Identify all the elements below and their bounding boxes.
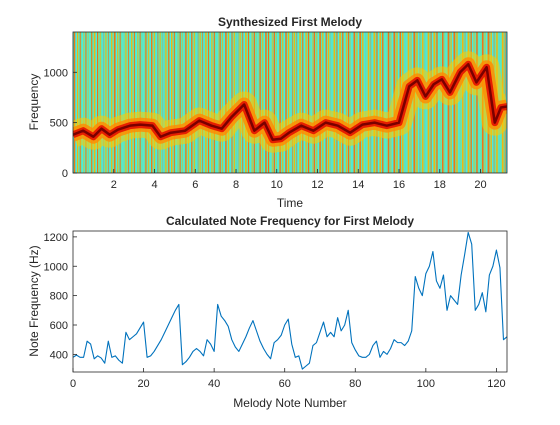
spectrogram-x-tick-label: 8 (233, 179, 239, 191)
spectrogram-x-tick-label: 10 (271, 179, 283, 191)
spectrogram-title: Synthesized First Melody (218, 15, 362, 29)
spectrogram-x-tick-label: 6 (192, 179, 198, 191)
spectrogram-y-tick-label: 500 (50, 118, 68, 130)
spectrogram-x-tick-label: 20 (474, 179, 486, 191)
spectrogram-panel: 2 4 6 8 10 12 14 16 18 20 0 500 1000 Synthesized Fi… (27, 15, 508, 210)
line-chart-x-tick-label: 0 (70, 378, 76, 390)
spectrogram-x-tick-label: 12 (311, 179, 323, 191)
line-chart-x-tick-label: 100 (417, 378, 435, 390)
spectrogram-x-tick-label: 18 (434, 179, 446, 191)
line-chart-x-tick-label: 20 (137, 378, 149, 390)
line-chart-axes-box (72, 230, 508, 373)
line-chart-x-label: Melody Note Number (233, 396, 346, 410)
line-chart-y-tick-label: 600 (50, 320, 68, 332)
spectrogram-x-tick-label: 14 (352, 179, 364, 191)
note-frequency-panel: 0 20 40 60 80 100 120 400 600 800 1000 1200 Calcul… (27, 214, 508, 410)
line-chart-y-tick-label: 400 (50, 349, 68, 361)
line-chart-x-tick-label: 80 (349, 378, 361, 390)
frequency-ridge (73, 51, 507, 153)
spectrogram-y-tick-label: 1000 (44, 67, 68, 79)
line-chart-title: Calculated Note Frequency for First Melo… (166, 214, 414, 228)
note-frequency-line (73, 231, 507, 370)
line-chart-y-tick-label: 1000 (44, 261, 68, 273)
spectrogram-x-tick-label: 4 (151, 179, 157, 191)
line-chart-y-tick-label: 800 (50, 291, 68, 303)
spectrogram-x-label: Time (277, 196, 304, 210)
line-chart-x-tick-label: 40 (208, 378, 220, 390)
spectrogram-y-label: Frequency (27, 74, 41, 131)
spectrogram-axes-box (72, 31, 508, 174)
line-chart-x-tick-label: 60 (279, 378, 291, 390)
spectrogram-x-tick-label: 2 (111, 179, 117, 191)
line-chart-y-tick-label: 1200 (44, 232, 68, 244)
line-chart-x-tick-label: 120 (487, 378, 505, 390)
spectrogram-x-tick-label: 16 (393, 179, 405, 191)
line-chart-background (73, 231, 507, 372)
spectrogram-y-tick-label: 0 (62, 168, 68, 180)
line-chart-y-label: Note Frequency (Hz) (27, 245, 41, 356)
